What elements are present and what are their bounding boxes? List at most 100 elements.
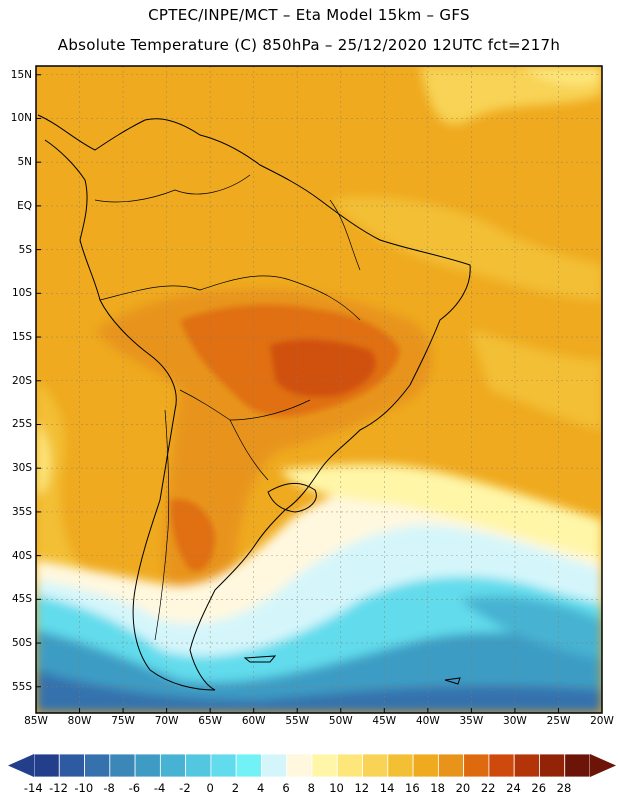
lat-label: 35S: [11, 505, 32, 518]
field-pacific-12: [36, 420, 51, 495]
grid-lines: [36, 66, 602, 713]
lat-label: 50S: [11, 637, 32, 650]
colorbar-swatch: [159, 753, 187, 778]
lat-label: 55S: [11, 680, 32, 693]
colorbar-swatch: [513, 753, 540, 778]
field-argentina-21: [170, 499, 215, 571]
field-north-atlantic-12: [520, 66, 602, 86]
lat-label: 15S: [11, 331, 32, 344]
lat-label: 40S: [11, 549, 32, 562]
falkland-islands: [243, 655, 277, 663]
lat-label: 20S: [11, 374, 32, 387]
axis-ticks: [35, 74, 603, 713]
colorbar-label: 18: [430, 781, 445, 795]
lat-label: 45S: [11, 593, 32, 606]
guianas-border: [329, 199, 361, 271]
colorbar-label: 10: [329, 781, 344, 795]
colorbar-swatch: [235, 753, 262, 778]
colorbar-swatch: [336, 753, 363, 778]
lon-label: 30W: [503, 715, 527, 727]
colorbar-swatch: [286, 753, 313, 778]
colorbar-label: 12: [354, 781, 370, 795]
lon-label: 60W: [241, 715, 266, 727]
lon-label: 35W: [459, 715, 484, 727]
colorbar-label: -4: [153, 781, 166, 795]
colorbar-label: 24: [506, 781, 521, 795]
lon-label: 40W: [415, 715, 440, 727]
lat-label: EQ: [17, 199, 32, 212]
lon-label: 80W: [67, 715, 92, 727]
field-south-atlantic-15: [470, 330, 602, 430]
lat-label: 30S: [11, 462, 32, 475]
colorbar-swatch: [58, 753, 85, 778]
temperature-field: [36, 66, 602, 713]
lon-label: 45W: [372, 715, 397, 727]
colorbar-swatch: [210, 753, 237, 778]
chart-title-line1: CPTEC/INPE/MCT – Eta Model 15km – GFS: [148, 6, 470, 24]
colorbar-label: 6: [282, 781, 290, 795]
lat-label: 10S: [11, 287, 32, 300]
colorbar-low-arrow: [8, 754, 34, 777]
colorbar-label: -8: [103, 781, 115, 795]
lon-label: 55W: [285, 715, 310, 727]
colorbar-label: 4: [257, 781, 265, 795]
colorbar-swatch: [539, 753, 566, 778]
argentina-paraguay-border: [229, 419, 269, 481]
lon-label: 75W: [111, 715, 135, 727]
colorbar-label: 8: [307, 781, 315, 795]
plot-frame: [35, 65, 603, 714]
colorbar-swatch: [261, 753, 288, 778]
lat-label: 15N: [10, 68, 32, 81]
lon-label: 50W: [328, 715, 353, 727]
lon-label: 65W: [198, 715, 223, 727]
field-pacific-15: [36, 380, 90, 580]
field-equatorial-atlantic-15: [330, 196, 602, 300]
coastlines: [37, 114, 471, 691]
colorbar-swatch: [412, 753, 439, 778]
colorbar-high-arrow: [590, 754, 616, 777]
south-america-coastline: [37, 114, 471, 691]
lat-label: 5N: [17, 156, 32, 169]
field-central-brazil-23: [270, 339, 376, 397]
colorbar-label: 22: [480, 781, 496, 795]
lon-label: 85W: [24, 715, 48, 727]
colorbar-swatch: [311, 753, 338, 778]
colorbar-label: 26: [531, 781, 547, 795]
brazil-north-border: [99, 275, 361, 321]
field-south-minus10: [36, 670, 602, 713]
colorbar-label: -12: [49, 781, 68, 795]
colorbar-swatch: [134, 753, 161, 778]
colorbar-swatch: [362, 753, 389, 778]
colorbar-label: 0: [206, 781, 214, 795]
colorbar-swatch: [33, 753, 60, 778]
colorbar-label: 14: [379, 781, 395, 795]
chile-argentina-border: [154, 409, 170, 641]
colorbar-label: 16: [405, 781, 420, 795]
colorbar-label: -10: [74, 781, 94, 795]
field-south-atlantic-minus4: [460, 596, 602, 660]
colorbar-label: -6: [128, 781, 141, 795]
lat-label: 5S: [18, 243, 32, 256]
colorbar-swatch: [109, 753, 136, 778]
colorbar-label: 20: [455, 781, 471, 795]
colorbar-swatch: [488, 753, 515, 778]
chart-title-line2: Absolute Temperature (C) 850hPa – 25/12/…: [57, 36, 561, 54]
colorbar-label: 28: [556, 781, 572, 795]
south-georgia: [444, 677, 461, 685]
colorbar-swatch: [84, 753, 111, 778]
colorbar-label: -2: [179, 781, 191, 795]
colorbar-swatch: [437, 753, 465, 778]
colorbar-label: 2: [231, 781, 240, 795]
colombia-venezuela-border: [94, 174, 251, 203]
lat-label: 25S: [11, 418, 32, 431]
lat-label: 10N: [10, 112, 32, 125]
lon-label: 25W: [546, 715, 571, 727]
colorbar-swatch: [564, 753, 591, 778]
colorbar-swatch: [463, 753, 490, 778]
colorbar-swatch: [387, 753, 414, 778]
colorbar-swatches: [33, 753, 591, 778]
country-borders: [94, 174, 361, 641]
lon-label: 20W: [590, 715, 614, 727]
